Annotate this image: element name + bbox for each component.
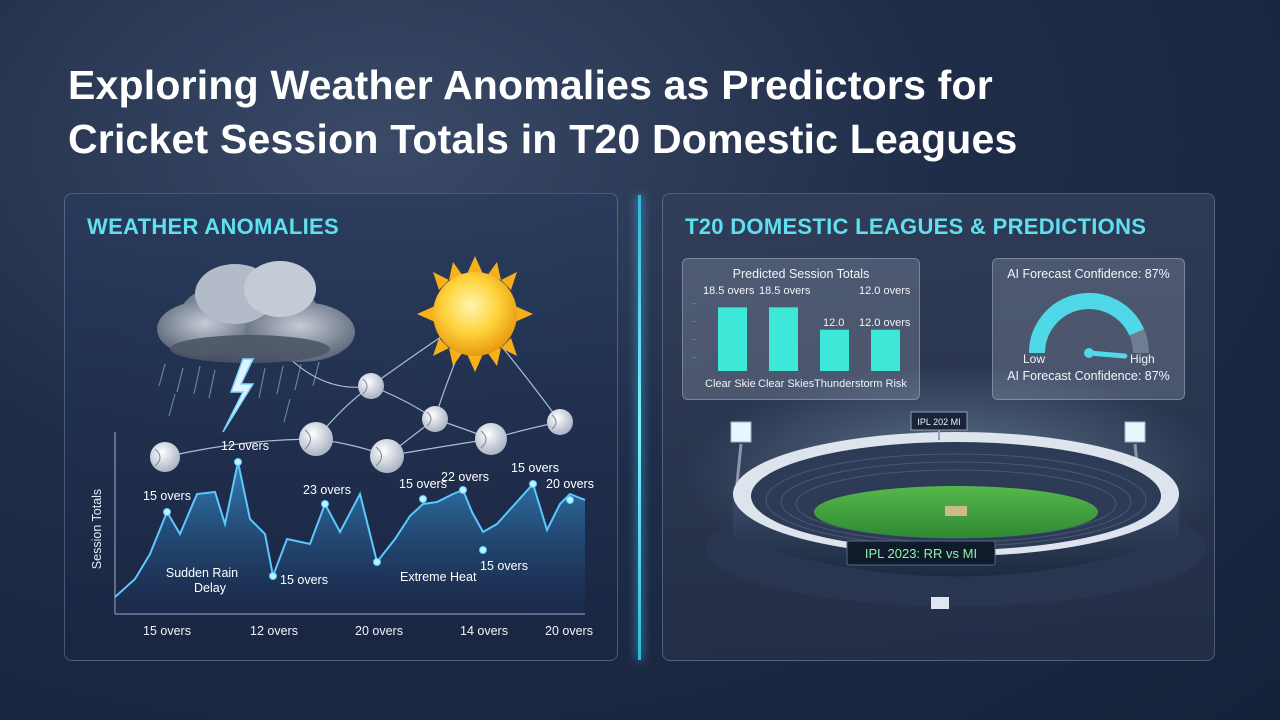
session-line-chart: 15 overs 12 overs 15 overs 23 overs 15 overs… (114, 432, 594, 615)
gauge-low-label: Low (1023, 352, 1045, 366)
predictions-panel-heading: T20 DOMESTIC LEAGUES & PREDICTIONS (685, 214, 1147, 239)
chart-point (321, 500, 329, 508)
chart-point (419, 495, 427, 503)
ai-confidence-card: AI Forecast Confidence: 87% Low High AI … (992, 258, 1185, 400)
cricket-ball-icon (358, 373, 384, 399)
chart-point (269, 572, 277, 580)
confidence-gauge: Low High (1023, 293, 1155, 366)
floodlight-left-icon (730, 421, 752, 485)
weather-illustration: 15 overs 12 overs 15 overs 23 overs 15 overs… (90, 256, 594, 638)
x-tick: 15 overs (143, 624, 191, 638)
gauge-title: AI Forecast Confidence: 87% (1007, 267, 1170, 281)
y-ticks: — — — — (692, 300, 696, 359)
svg-text:—: — (692, 336, 696, 341)
x-tick: 12 overs (250, 624, 298, 638)
chart-point (479, 546, 487, 554)
predicted-totals-card: Predicted Session Totals — — — — 18.5 overs… (682, 258, 920, 400)
bar (769, 307, 798, 371)
cricket-ball-icon (150, 442, 180, 472)
annotation-extreme-heat: Extreme Heat (400, 570, 477, 584)
y-axis-label: Session Totals (90, 489, 104, 569)
bar-value-label: 18.5 overs (703, 285, 755, 297)
session-line (114, 461, 586, 598)
chart-point-label: 15 overs (143, 489, 191, 503)
bar-category-label: Clear Skie (705, 378, 756, 390)
chart-point-label: 15 overs (480, 559, 528, 573)
weather-panel-heading: WEATHER ANOMALIES (87, 214, 339, 239)
x-axis-ticks: 15 overs 12 overs 20 overs 14 overs 20 o… (143, 624, 593, 638)
bar-extra-label: 12.0 overs (859, 285, 911, 297)
bar (820, 329, 849, 371)
chart-point (234, 458, 242, 466)
top-scoreboard-text: IPL 202 MI (917, 417, 960, 427)
bar-value-label: 18.5 overs (759, 285, 811, 297)
storm-cloud-icon (157, 261, 355, 433)
x-tick: 14 overs (460, 624, 508, 638)
floodlight-right-icon (1124, 421, 1146, 485)
title-line-1: Exploring Weather Anomalies as Predictor… (68, 62, 993, 108)
area-fill (115, 462, 585, 614)
gauge-fill (1029, 293, 1145, 354)
chart-point-label: 12 overs (221, 439, 269, 453)
chart-point (459, 486, 467, 494)
main-scoreboard-text: IPL 2023: RR vs MI (865, 546, 977, 561)
bar-chart-title: Predicted Session Totals (732, 267, 870, 281)
chart-point-label: 23 overs (303, 483, 351, 497)
gauge-high-label: High (1130, 352, 1155, 366)
bar-category-label: Thunderstorm Risk (814, 378, 907, 390)
svg-text:—: — (692, 354, 696, 359)
chart-point (566, 496, 574, 504)
page-title: Exploring Weather Anomalies as Predictor… (68, 58, 1228, 166)
annotation-sudden-rain: Sudden Rain Delay (166, 566, 238, 595)
gauge-caption: AI Forecast Confidence: 87% (1007, 369, 1170, 383)
cricket-ball-icon (299, 422, 333, 456)
gauge-needle (1086, 350, 1128, 359)
svg-text:—: — (692, 300, 696, 305)
cricket-ball-icon (370, 439, 404, 473)
bar (718, 307, 747, 371)
chart-point-label: 22 overs (441, 470, 489, 484)
chart-point (373, 558, 381, 566)
title-line-2: Cricket Session Totals in T20 Domestic L… (68, 116, 1018, 162)
chart-point-label: 15 overs (280, 573, 328, 587)
bar-category-label: Clear Skies (758, 378, 815, 390)
chart-point (163, 508, 171, 516)
cricket-ball-icon (547, 409, 573, 435)
x-tick: 20 overs (355, 624, 403, 638)
weather-anomalies-panel: WEATHER ANOMALIES (64, 193, 618, 661)
sun-icon (417, 256, 533, 372)
chart-point-label: 15 overs (511, 461, 559, 475)
predictions-panel: T20 DOMESTIC LEAGUES & PREDICTIONS Predi… (662, 193, 1215, 661)
cricket-ball-icon (475, 423, 507, 455)
cricket-balls (150, 373, 573, 473)
bar-category-labels: Clear Skie Clear Skies Thunderstorm Risk (705, 378, 907, 390)
panel-divider (638, 195, 641, 660)
gauge-hub (1084, 348, 1094, 358)
cricket-ball-icon (422, 406, 448, 432)
bar-value-label: 12.0 overs (859, 317, 911, 329)
chart-point-label: 20 overs (546, 477, 594, 491)
bar-value-label: 12.0 (823, 317, 844, 329)
x-tick: 20 overs (545, 624, 593, 638)
chart-point (529, 480, 537, 488)
svg-text:—: — (692, 318, 696, 323)
bar (871, 329, 900, 371)
chart-point-label: 15 overs (399, 477, 447, 491)
